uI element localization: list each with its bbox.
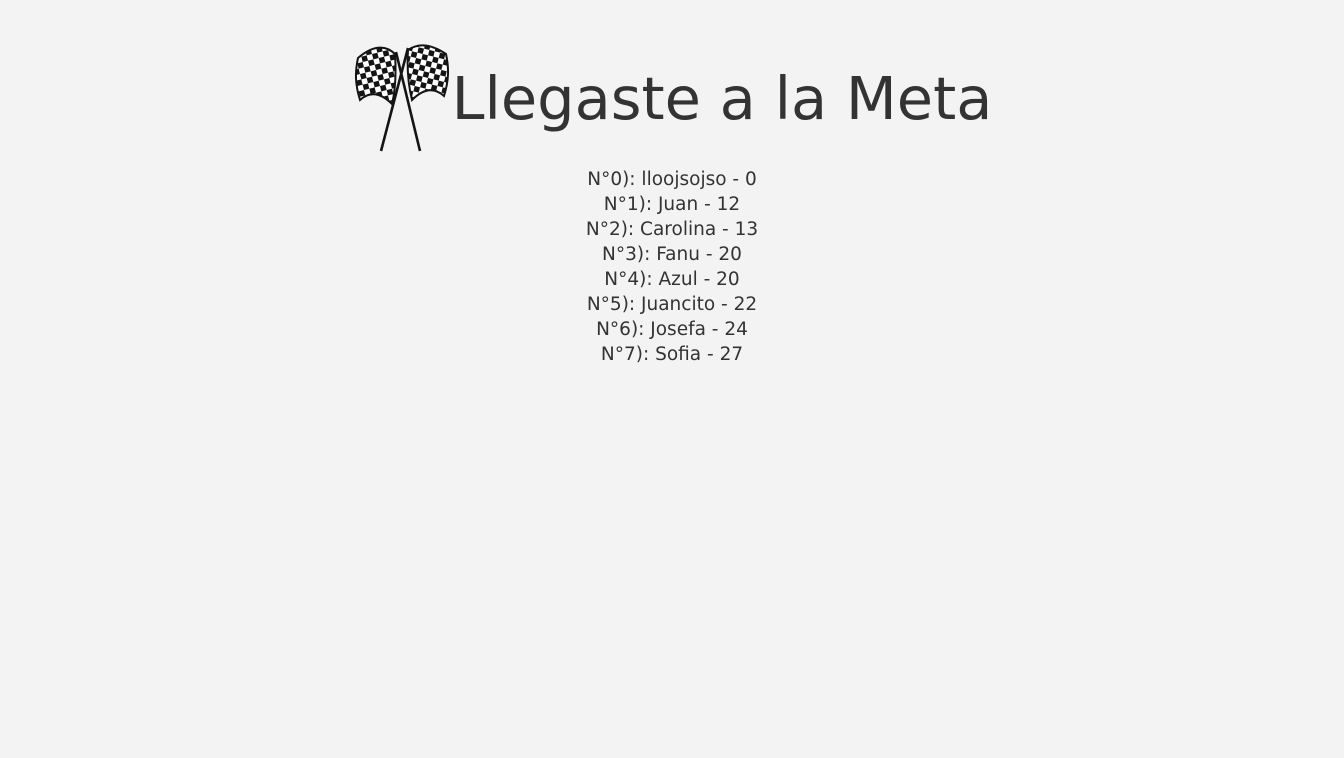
result-line: N°0): lloojsojso - 0: [587, 169, 757, 190]
header: Llegaste a la Meta: [0, 0, 1344, 154]
result-line: N°7): Sofia - 27: [600, 344, 744, 365]
flag-pole: [379, 47, 409, 152]
result-line: N°6): Josefa - 24: [596, 319, 748, 340]
crossed-checkered-flags-icon: [354, 44, 449, 152]
page-title: Llegaste a la Meta: [451, 63, 993, 133]
result-line: N°5): Juancito - 22: [586, 294, 758, 315]
result-line: N°2): Carolina - 13: [585, 219, 759, 240]
result-line: N°3): Fanu - 20: [602, 244, 742, 265]
flag-pole: [394, 51, 421, 152]
result-line: N°1): Juan - 12: [603, 194, 741, 215]
results-list: N°0): lloojsojso - 0 N°1): Juan - 12 N°2…: [0, 167, 1344, 367]
right-checkered-flag: [406, 44, 449, 102]
left-checkered-flag: [354, 46, 397, 106]
result-line: N°4): Azul - 20: [604, 269, 740, 290]
